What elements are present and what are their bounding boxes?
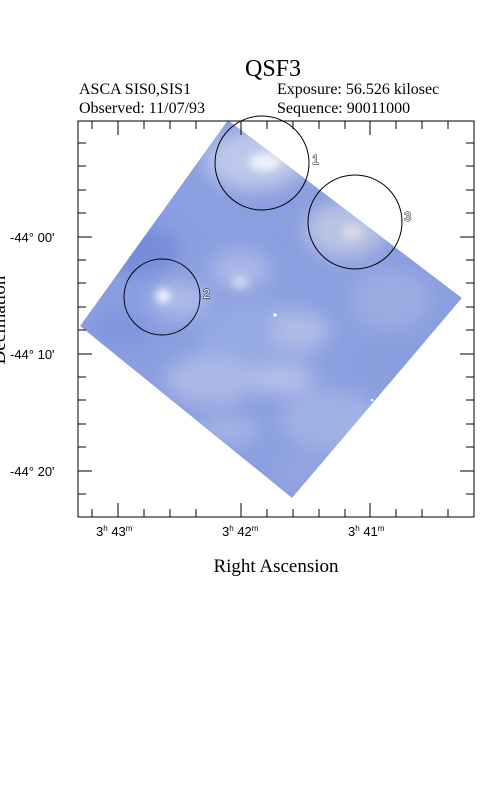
source-region-3-label: 3 [404,209,411,224]
y-tick-label-0: -44° 00' [10,230,55,245]
exposure-label: Exposure: 56.526 kilosec [277,81,440,98]
observed-label: Observed: 11/07/93 [79,100,206,117]
plot-frame [77,120,475,518]
source-region-1-circle [214,115,310,211]
axis-ticks [78,121,474,517]
instrument-label: ASCA SIS0,SIS1 [79,81,192,98]
source-region-3-circle [307,174,403,270]
y-axis-title: Declination [0,275,10,364]
x-tick-label-1: 3h 42m [222,524,259,539]
image-title: QSF3 [244,56,302,82]
x-axis-title: Right Ascension [213,556,339,577]
x-tick-label-0: 3h 43m [96,524,133,539]
source-region-2-circle [123,258,201,336]
y-tick-label-1: -44° 10' [10,347,55,362]
source-region-2-label: 2 [203,286,210,301]
xray-image [80,120,462,498]
source-region-1-label: 1 [312,152,319,167]
sequence-label: Sequence: 90011000 [277,100,411,117]
y-tick-label-2: -44° 20' [10,464,55,479]
x-tick-label-2: 3h 41m [348,524,385,539]
